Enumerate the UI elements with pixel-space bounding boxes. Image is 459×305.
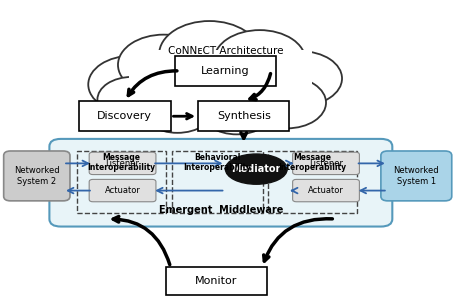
Circle shape [88, 56, 175, 113]
FancyBboxPatch shape [166, 267, 266, 295]
Text: Message
Interoperability: Message Interoperability [87, 152, 155, 172]
Text: Behavioral
Interoperability: Behavioral Interoperability [183, 152, 251, 172]
Text: Networked
System 2: Networked System 2 [14, 166, 60, 186]
FancyBboxPatch shape [175, 56, 275, 86]
Ellipse shape [225, 154, 286, 184]
FancyBboxPatch shape [292, 152, 358, 174]
Circle shape [200, 86, 273, 135]
Text: Learning: Learning [201, 66, 249, 76]
Text: Discovery: Discovery [97, 111, 152, 121]
Bar [267, 151, 356, 213]
FancyBboxPatch shape [89, 179, 156, 202]
Bar [172, 151, 263, 213]
Text: Networked
System 1: Networked System 1 [392, 166, 438, 186]
Circle shape [140, 84, 213, 133]
FancyBboxPatch shape [4, 151, 70, 201]
Bar [77, 151, 166, 213]
Text: Synthesis: Synthesis [216, 111, 270, 121]
FancyBboxPatch shape [380, 151, 451, 201]
Circle shape [97, 77, 166, 122]
FancyBboxPatch shape [292, 179, 358, 202]
Text: Message
Interoperability: Message Interoperability [278, 152, 346, 172]
Circle shape [213, 30, 305, 91]
FancyBboxPatch shape [49, 139, 392, 227]
Text: Monitor: Monitor [195, 276, 237, 286]
Circle shape [259, 51, 341, 106]
Text: Actuator: Actuator [104, 186, 140, 195]
FancyBboxPatch shape [79, 101, 170, 131]
Circle shape [159, 21, 259, 88]
Bar [129, 50, 312, 116]
Text: Mediator: Mediator [231, 164, 280, 174]
Text: CᴏNNᴇCT Architecture: CᴏNNᴇCT Architecture [168, 46, 283, 56]
Circle shape [118, 35, 209, 95]
FancyBboxPatch shape [197, 101, 289, 131]
Text: Emergent  Middleware: Emergent Middleware [158, 205, 282, 215]
Text: Actuator: Actuator [308, 186, 343, 195]
FancyBboxPatch shape [89, 152, 156, 174]
Circle shape [248, 77, 325, 128]
Text: Listener: Listener [308, 159, 342, 168]
Text: Listener: Listener [105, 159, 139, 168]
